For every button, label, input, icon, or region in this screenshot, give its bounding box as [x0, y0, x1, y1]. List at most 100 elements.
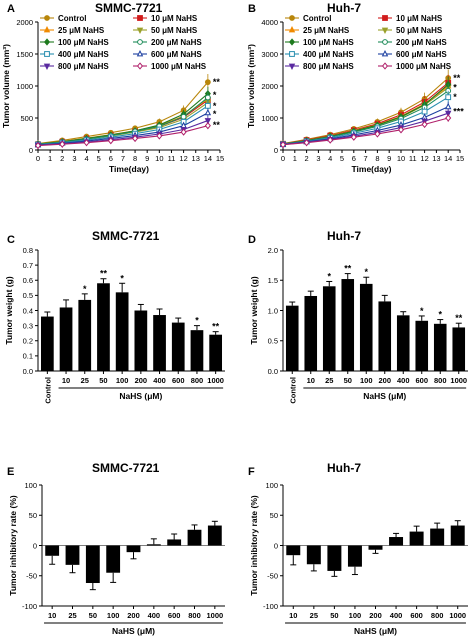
y-tick-label: 0.0 — [23, 367, 33, 376]
bar — [187, 529, 202, 546]
x-tick-label: 25 — [81, 376, 89, 385]
x-tick-label: 50 — [89, 611, 97, 620]
y-tick-label: 50 — [29, 511, 37, 520]
data-point — [204, 79, 211, 86]
x-tick-label: 4 — [84, 154, 88, 163]
data-point — [289, 51, 295, 57]
bar — [97, 283, 110, 371]
x-tick-label: 800 — [191, 376, 204, 385]
data-point — [136, 27, 144, 35]
x-tick-label: 50 — [344, 376, 352, 385]
data-point — [83, 138, 90, 147]
x-tick-label: 600 — [168, 611, 181, 620]
x-tick-label: 1000 — [450, 376, 467, 385]
x-tick-label: 1000 — [207, 376, 224, 385]
x-tick-label: 1000 — [206, 611, 223, 620]
x-tick-label: 14 — [444, 154, 452, 163]
x-tick-label: 11 — [168, 154, 176, 163]
panel-letter: A — [7, 3, 15, 15]
x-axis-label: NaHS (μM) — [119, 391, 162, 401]
bar-chart: 0.0 0.5 1.0 1.5 2.0 Tumor weight (g) Control 10… — [249, 246, 468, 404]
x-tick-label: 50 — [330, 611, 338, 620]
x-tick-label: 200 — [127, 611, 140, 620]
data-point — [288, 38, 296, 46]
x-tick-label: 9 — [145, 154, 149, 163]
x-tick-label: 25 — [310, 611, 318, 620]
x-tick-label: 5 — [340, 154, 344, 163]
y-tick-label: 1500 — [16, 50, 33, 59]
x-tick-label: 25 — [68, 611, 76, 620]
legend-entry: Control — [58, 14, 86, 23]
y-tick-label: 1.5 — [268, 276, 278, 285]
x-tick-label: 7 — [364, 154, 368, 163]
panel-letter: F — [248, 466, 255, 478]
series-line — [37, 81, 209, 145]
legend-entry: 400 μM NaHS — [303, 50, 354, 59]
x-tick-label: 2 — [305, 154, 309, 163]
data-point — [59, 140, 66, 148]
y-tick-label: 100 — [265, 481, 278, 490]
significance-label: ** — [344, 264, 352, 274]
x-tick-label: 400 — [390, 611, 403, 620]
x-tick-label: 15 — [456, 154, 464, 163]
data-point — [204, 118, 212, 125]
data-point — [279, 141, 287, 149]
data-point — [289, 15, 295, 21]
series-line — [37, 112, 209, 146]
bar — [359, 283, 373, 371]
data-point — [382, 39, 388, 45]
panel-title: Huh-7 — [327, 1, 361, 15]
data-point — [107, 137, 114, 145]
data-point — [288, 63, 296, 71]
significance-label: * — [213, 90, 217, 100]
y-tick-label: 1000 — [16, 82, 33, 91]
x-tick-label: 400 — [148, 611, 161, 620]
bar — [78, 299, 92, 371]
y-axis-label: Tumor volume (mm³) — [1, 44, 11, 128]
x-tick-label: 600 — [415, 376, 428, 385]
legend-entry: 25 μM NaHS — [303, 26, 350, 35]
data-point — [381, 49, 389, 57]
x-tick-label: 3 — [316, 154, 320, 163]
y-tick-label: 50 — [270, 511, 278, 520]
y-tick-label: 500 — [20, 114, 33, 123]
x-tick-label: 6 — [109, 154, 113, 163]
x-tick-label: 200 — [378, 376, 391, 385]
legend-entry: 600 μM NaHS — [151, 50, 202, 59]
significance-label: ** — [213, 120, 221, 130]
legend-entry: 800 μM NaHS — [303, 62, 354, 71]
series-line — [37, 105, 209, 146]
x-tick-label: 14 — [204, 154, 212, 163]
x-tick-label: 8 — [133, 154, 137, 163]
data-point — [44, 51, 50, 57]
bar — [40, 316, 54, 371]
x-tick-label: 11 — [409, 154, 417, 163]
bar — [286, 545, 301, 556]
data-point — [445, 114, 452, 122]
x-axis-label: NaHS (μM) — [354, 626, 397, 636]
y-tick-label: 0 — [33, 541, 37, 550]
data-point — [204, 94, 211, 101]
x-tick-label: 800 — [434, 376, 447, 385]
legend: Control 10 μM NaHS 25 μM NaHS 50 μM NaHS 100… — [285, 14, 452, 71]
panel-letter: E — [7, 466, 14, 478]
significance-label: * — [327, 271, 331, 281]
data-point — [327, 136, 334, 144]
data-point — [303, 138, 310, 147]
series — [34, 121, 211, 150]
legend-entry: 800 μM NaHS — [58, 62, 109, 71]
y-tick-label: 0.4 — [23, 306, 33, 315]
bar — [209, 334, 223, 371]
data-point — [382, 15, 388, 21]
x-tick-label: 1000 — [449, 611, 466, 620]
y-axis-label: Tumor weight (g) — [4, 276, 14, 344]
legend-entry: Control — [303, 14, 331, 23]
x-tick-label: 600 — [172, 376, 185, 385]
y-tick-label: 2000 — [16, 18, 33, 27]
significance-label: ** — [100, 269, 108, 279]
y-tick-label: 0 — [29, 146, 33, 155]
data-point — [43, 38, 51, 46]
panel-letter: B — [248, 3, 256, 15]
bar — [322, 286, 336, 371]
